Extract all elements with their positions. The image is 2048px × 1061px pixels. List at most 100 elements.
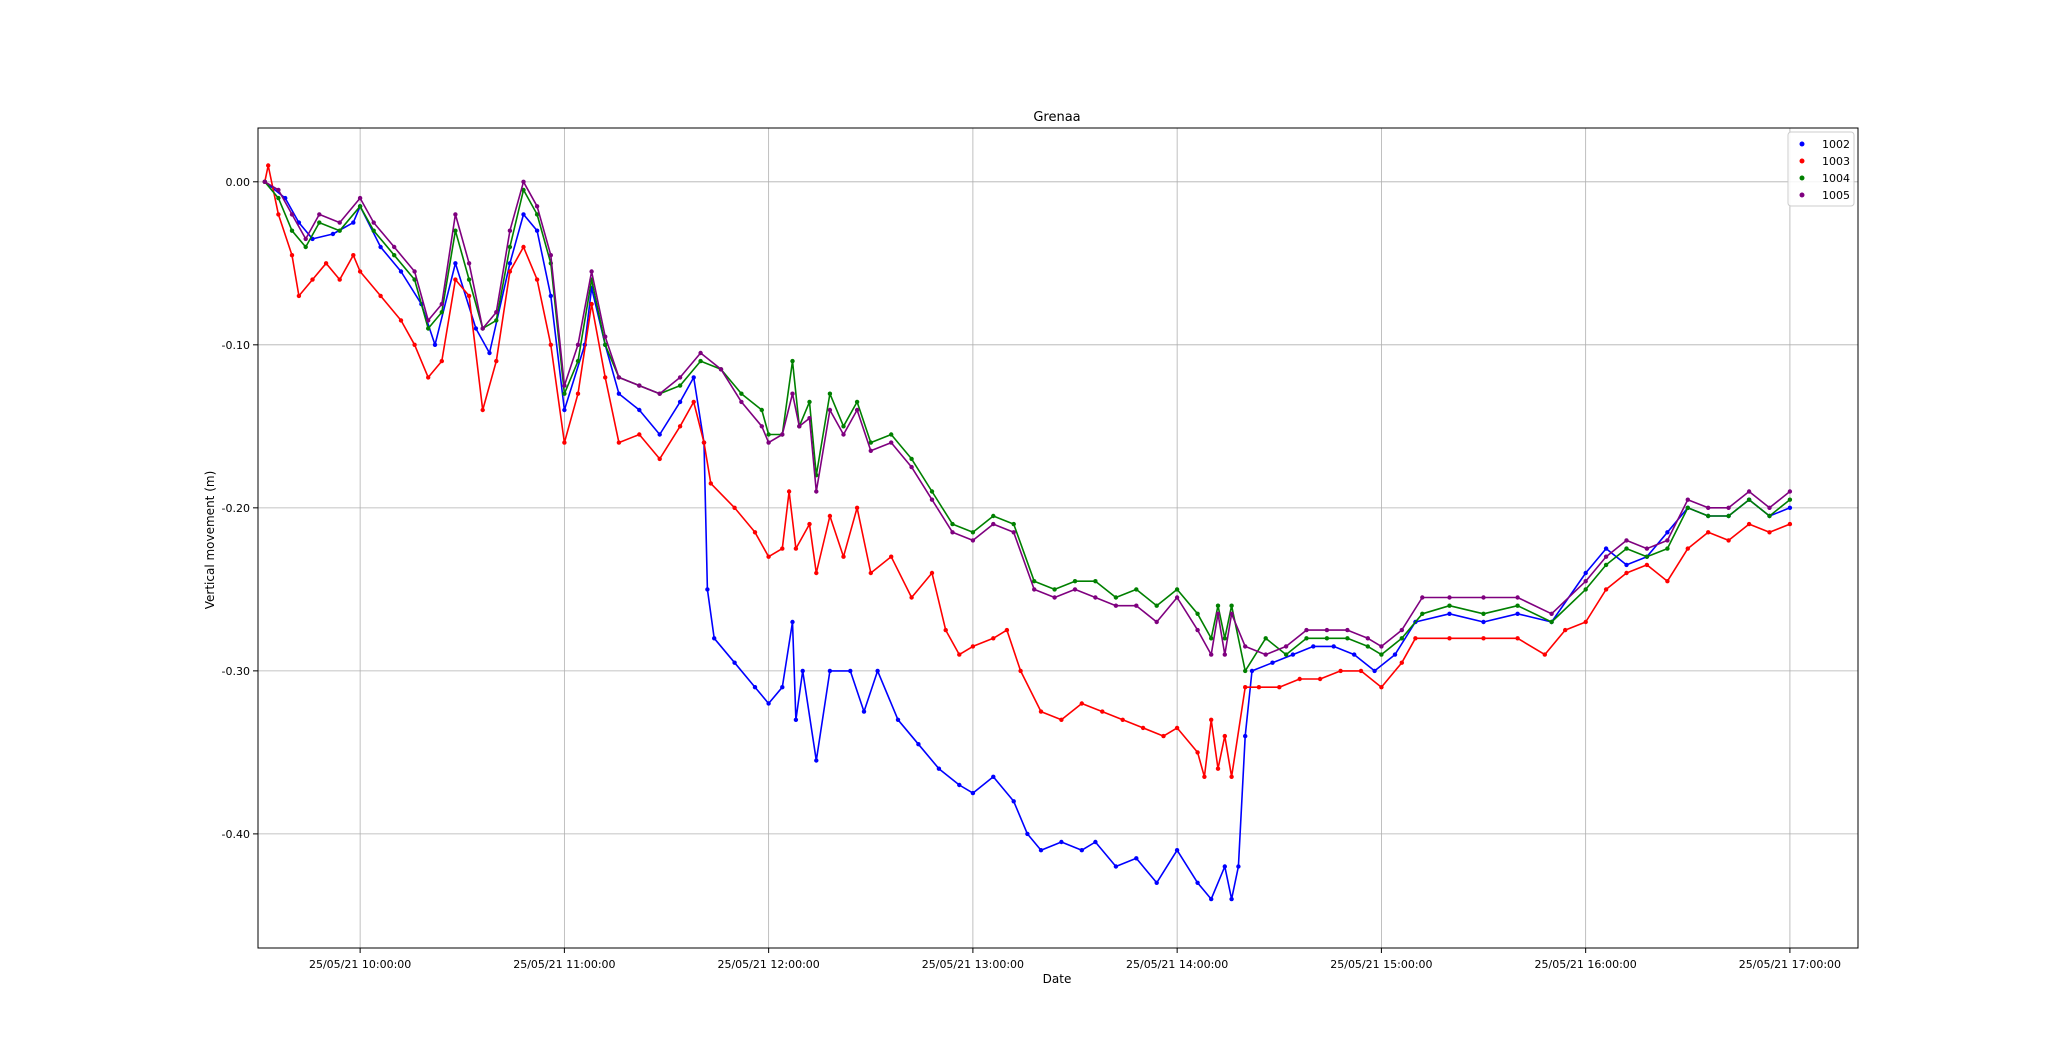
data-point (1603, 562, 1609, 568)
data-point (534, 204, 540, 209)
data-point (453, 277, 458, 282)
data-point (1665, 538, 1670, 543)
data-point (1746, 489, 1752, 494)
data-point (453, 261, 458, 266)
series-1002 (262, 179, 1793, 902)
data-point (827, 513, 833, 519)
data-point (1209, 652, 1214, 657)
data-point (1079, 848, 1085, 853)
data-point (718, 367, 724, 372)
data-point (392, 244, 397, 250)
data-point (875, 668, 880, 674)
data-point (1215, 766, 1221, 771)
data-point (1420, 611, 1425, 616)
data-point (296, 293, 302, 299)
data-point (1481, 611, 1486, 616)
x-tick-label: 25/05/21 10:00:00 (309, 958, 411, 971)
data-point (1093, 839, 1098, 845)
data-point (1209, 717, 1214, 722)
data-point (929, 570, 935, 576)
data-point (1481, 636, 1486, 641)
data-point (1011, 521, 1016, 527)
data-point (351, 253, 356, 258)
data-point (575, 342, 581, 347)
data-point (1195, 611, 1200, 616)
data-point (357, 204, 363, 209)
data-point (936, 766, 942, 771)
data-point (1222, 652, 1228, 657)
data-point (548, 342, 553, 347)
data-point (1038, 848, 1044, 853)
data-point (1229, 611, 1234, 616)
data-point (289, 228, 295, 233)
data-point (398, 318, 404, 323)
data-point (616, 391, 622, 396)
data-point (1481, 619, 1486, 625)
data-point (507, 228, 513, 233)
data-point (351, 220, 356, 225)
data-point (916, 742, 921, 747)
legend-marker (1799, 175, 1805, 181)
data-point (1665, 530, 1670, 535)
data-point (712, 636, 717, 641)
data-point (1644, 554, 1650, 559)
data-point (575, 391, 581, 396)
data-point (1025, 831, 1030, 837)
data-point (1174, 595, 1180, 600)
data-point (1079, 701, 1085, 706)
data-point (1624, 546, 1629, 551)
data-point (412, 342, 417, 347)
data-point (1324, 627, 1330, 633)
data-point (807, 399, 812, 405)
x-tick-label: 25/05/21 11:00:00 (513, 958, 615, 971)
data-point (1549, 611, 1554, 616)
legend-frame (1787, 131, 1855, 207)
data-point (691, 375, 696, 380)
data-point (548, 253, 553, 258)
data-point (487, 350, 492, 356)
data-point (1706, 530, 1711, 535)
data-point (1583, 587, 1588, 592)
data-point (1134, 587, 1139, 592)
data-point (1685, 497, 1691, 502)
data-point (276, 187, 281, 193)
data-point (1093, 595, 1098, 600)
data-point (991, 774, 996, 779)
data-point (1345, 627, 1350, 633)
data-point (637, 383, 642, 388)
data-point (534, 277, 540, 282)
data-point (1093, 579, 1098, 584)
data-point (895, 717, 901, 722)
data-point (412, 269, 417, 274)
data-point (701, 440, 707, 445)
data-point (616, 440, 622, 445)
data-point (1283, 644, 1289, 649)
series-1004 (262, 179, 1793, 674)
data-point (1018, 668, 1023, 674)
data-point (1338, 668, 1343, 674)
data-point (766, 432, 771, 437)
data-point (548, 293, 553, 299)
data-point (1603, 546, 1609, 551)
x-tick-label: 25/05/21 17:00:00 (1739, 958, 1841, 971)
data-point (1603, 587, 1609, 592)
data-point (1413, 636, 1418, 641)
legend-label: 1004 (1822, 172, 1850, 185)
data-point (1392, 652, 1398, 657)
data-point (1243, 685, 1248, 690)
data-point (766, 701, 771, 706)
data-point (575, 358, 581, 364)
y-tick-label: -0.20 (222, 502, 250, 515)
data-point (657, 391, 662, 396)
data-point (1243, 668, 1248, 674)
data-point (453, 212, 458, 217)
y-axis-label: Vertical movement (m) (203, 471, 217, 610)
x-axis-label: Date (1043, 972, 1072, 986)
data-point (752, 530, 758, 535)
data-point (562, 383, 567, 388)
data-point (480, 407, 485, 413)
data-point (1174, 848, 1180, 853)
data-point (521, 179, 526, 184)
x-axis-ticks: 25/05/21 10:00:00 25/05/21 11:00:00 25/05/… (309, 948, 1841, 971)
